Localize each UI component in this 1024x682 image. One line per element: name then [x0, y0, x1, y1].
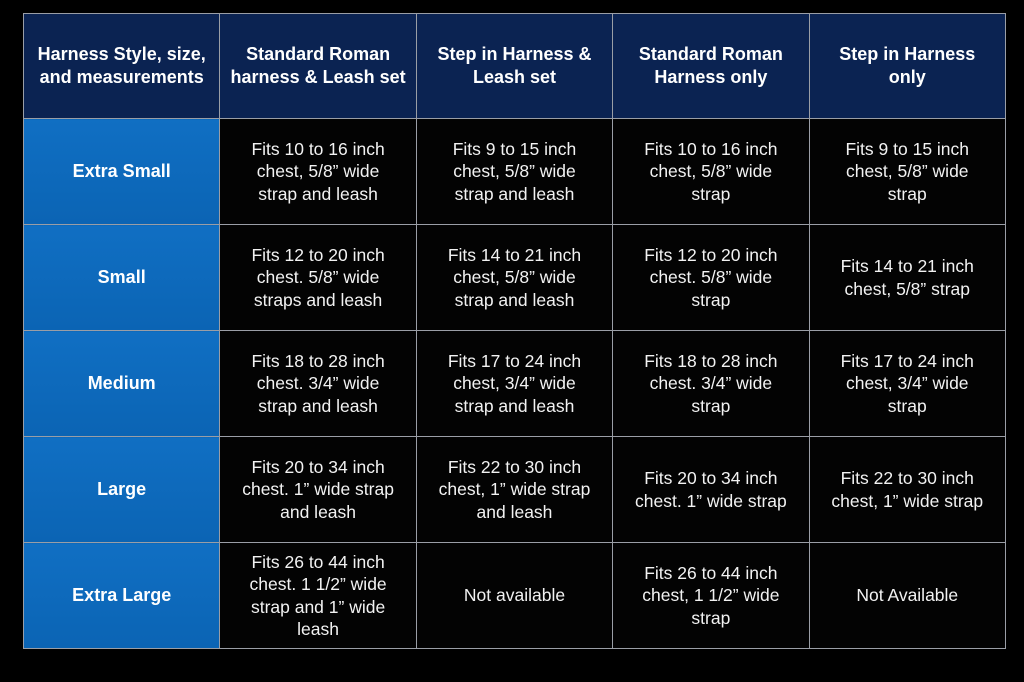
header-roman-harness-leash-set: Standard Roman harness & Leash set	[219, 13, 417, 119]
header-step-in-harness-leash-set: Step in Harness & Leash set	[415, 13, 614, 119]
cell-roman-harness-only: Fits 18 to 28 inch chest. 3/4” wide stra…	[612, 330, 810, 437]
size-label: Extra Small	[22, 118, 221, 225]
cell-roman-harness-leash-set: Fits 20 to 34 inch chest. 1” wide strap …	[219, 436, 417, 543]
cell-roman-harness-leash-set: Fits 18 to 28 inch chest. 3/4” wide stra…	[219, 330, 417, 437]
table-row: Extra Large Fits 26 to 44 inch chest. 1 1…	[22, 542, 1006, 649]
size-label: Medium	[22, 330, 221, 437]
cell-roman-harness-leash-set: Fits 10 to 16 inch chest, 5/8” wide stra…	[219, 118, 417, 225]
cell-step-in-harness-only: Fits 14 to 21 inch chest, 5/8” strap	[808, 224, 1006, 331]
table-row: Small Fits 12 to 20 inch chest. 5/8” wide…	[22, 224, 1006, 331]
cell-roman-harness-only: Fits 20 to 34 inch chest. 1” wide strap	[612, 436, 810, 543]
cell-step-in-harness-leash-set: Fits 9 to 15 inch chest, 5/8” wide strap…	[415, 118, 614, 225]
cell-step-in-harness-leash-set: Fits 17 to 24 inch chest, 3/4” wide stra…	[415, 330, 614, 437]
size-label: Extra Large	[22, 542, 221, 649]
cell-roman-harness-leash-set: Fits 12 to 20 inch chest. 5/8” wide stra…	[219, 224, 417, 331]
header-row: Harness Style, size, and measurements St…	[22, 13, 1006, 119]
cell-roman-harness-leash-set: Fits 26 to 44 inch chest. 1 1/2” wide st…	[219, 542, 417, 649]
table-row: Medium Fits 18 to 28 inch chest. 3/4” wid…	[22, 330, 1006, 437]
cell-step-in-harness-only: Fits 17 to 24 inch chest, 3/4” wide stra…	[808, 330, 1006, 437]
cell-step-in-harness-leash-set: Not available	[415, 542, 614, 649]
cell-step-in-harness-leash-set: Fits 22 to 30 inch chest, 1” wide strap …	[415, 436, 614, 543]
table-row: Extra Small Fits 10 to 16 inch chest, 5/8…	[22, 118, 1006, 225]
cell-roman-harness-only: Fits 26 to 44 inch chest, 1 1/2” wide st…	[612, 542, 810, 649]
cell-roman-harness-only: Fits 12 to 20 inch chest. 5/8” wide stra…	[612, 224, 810, 331]
header-step-in-harness-only: Step in Harness only	[808, 13, 1006, 119]
cell-step-in-harness-only: Fits 22 to 30 inch chest, 1” wide strap	[808, 436, 1006, 543]
cell-step-in-harness-leash-set: Fits 14 to 21 inch chest, 5/8” wide stra…	[415, 224, 614, 331]
cell-step-in-harness-only: Not Available	[808, 542, 1006, 649]
size-label: Small	[22, 224, 221, 331]
size-label: Large	[22, 436, 221, 543]
table-row: Large Fits 20 to 34 inch chest. 1” wide s…	[22, 436, 1006, 543]
header-size-column: Harness Style, size, and measurements	[22, 13, 221, 119]
harness-size-table: Harness Style, size, and measurements St…	[22, 13, 1006, 649]
cell-roman-harness-only: Fits 10 to 16 inch chest, 5/8” wide stra…	[612, 118, 810, 225]
header-roman-harness-only: Standard Roman Harness only	[612, 13, 810, 119]
cell-step-in-harness-only: Fits 9 to 15 inch chest, 5/8” wide strap	[808, 118, 1006, 225]
